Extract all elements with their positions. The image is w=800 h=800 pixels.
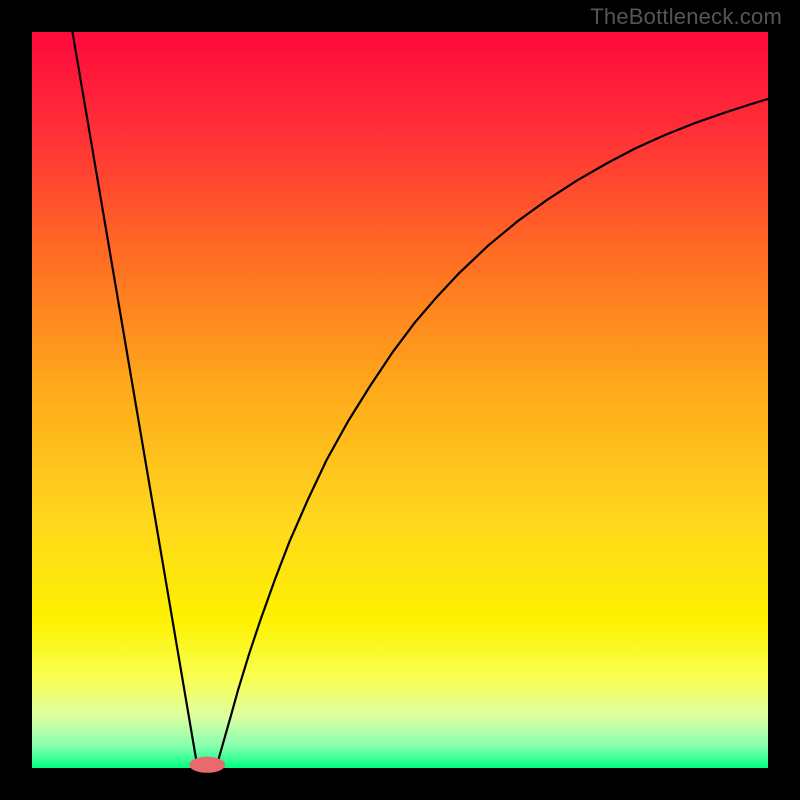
chart-container: TheBottleneck.com <box>0 0 800 800</box>
bottleneck-marker <box>189 757 225 773</box>
bottleneck-chart <box>0 0 800 800</box>
plot-background <box>32 32 768 768</box>
